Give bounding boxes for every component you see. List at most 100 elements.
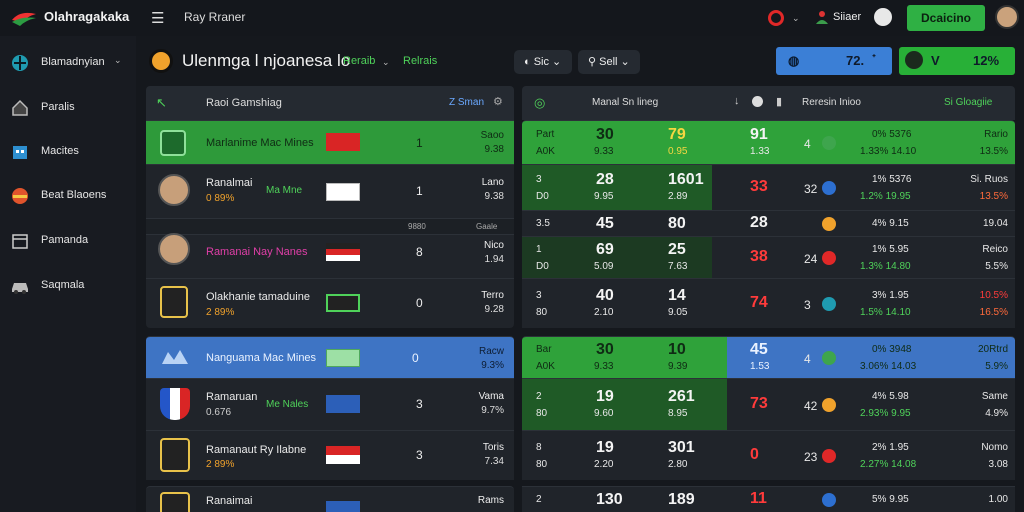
odds-row[interactable]: 1 D0 69 5.09 25 7.63 38 24 1% 5.95 1.3% 14.80 Reic…: [522, 236, 1015, 278]
odds-count[interactable]: 23: [804, 450, 818, 464]
odds-range[interactable]: 4% 5.98: [872, 391, 909, 402]
odds-value[interactable]: 45: [750, 341, 768, 358]
filter-pill-1[interactable]: ◐ Sic ⌄: [514, 50, 572, 74]
odds-total[interactable]: 10.5%: [979, 290, 1008, 301]
sidebar-item-1[interactable]: Paralis: [10, 97, 130, 119]
odds-total[interactable]: Nomo: [981, 442, 1008, 453]
odds-range-sub[interactable]: 1.3% 14.80: [860, 261, 911, 272]
odds-sub[interactable]: 9.39: [668, 361, 688, 372]
table-row[interactable]: Ramanai Nay Nanes 8 Nico 1.94: [146, 233, 514, 278]
odds-sub[interactable]: 2.89: [668, 191, 688, 202]
odds-chip-green[interactable]: V 12%: [899, 47, 1015, 75]
odds-total[interactable]: 1.00: [988, 494, 1008, 505]
odds-range-sub[interactable]: 2.93% 9.95: [860, 408, 911, 419]
odds-sub[interactable]: 80: [536, 307, 548, 318]
odds-count[interactable]: 3: [804, 298, 811, 312]
odds-total-sub[interactable]: 3.08: [988, 459, 1008, 470]
odds-count[interactable]: 32: [804, 182, 818, 196]
odds-value[interactable]: 33: [750, 178, 768, 195]
odds-label[interactable]: 2: [536, 494, 542, 505]
odds-range[interactable]: 0% 3948: [872, 344, 912, 355]
odds-range[interactable]: 1% 5.95: [872, 244, 909, 255]
odds-value[interactable]: 0: [750, 446, 759, 463]
odds-sub[interactable]: 9.60: [594, 408, 614, 419]
brand-logo[interactable]: [10, 8, 38, 28]
user-icon[interactable]: [814, 9, 830, 25]
odds-value[interactable]: 30: [596, 341, 614, 358]
odds-row[interactable]: Bar A0K 30 9.33 10 9.39 45 1.53 4 0% 3948 3.06% 14…: [522, 336, 1015, 378]
odds-value[interactable]: 19: [596, 388, 614, 405]
odds-total-sub[interactable]: 5.9%: [985, 361, 1008, 372]
top-nav-link[interactable]: Ray Rraner: [184, 10, 246, 24]
odds-sub[interactable]: 7.63: [668, 261, 688, 272]
odds-total-sub[interactable]: 4.9%: [985, 408, 1008, 419]
table-row[interactable]: Marlanime Mac Mines 1 Saoo 9.38: [146, 120, 514, 164]
odds-row[interactable]: 8 80 19 2.20 301 2.80 0 23 2% 1.95 2.27% 14.08 Nom…: [522, 430, 1015, 480]
odds-total[interactable]: Rario: [984, 129, 1008, 140]
odds-value[interactable]: 25: [668, 241, 686, 258]
odds-value[interactable]: 10: [668, 341, 686, 358]
odds-label[interactable]: Bar: [536, 344, 552, 355]
sidebar-item-4[interactable]: Pamanda: [10, 230, 130, 252]
table-row[interactable]: Ramaruan 0.676 Me Nales 3 Vama 9.7%: [146, 378, 514, 430]
odds-range[interactable]: 1% 5376: [872, 174, 912, 185]
odds-sub[interactable]: 80: [536, 459, 548, 470]
odds-sub[interactable]: A0K: [536, 361, 555, 372]
odds-sub[interactable]: 9.05: [668, 307, 688, 318]
odds-sub[interactable]: 9.33: [594, 146, 614, 157]
odds-value[interactable]: 30: [596, 126, 614, 143]
table-row[interactable]: Olakhanie tamaduine 2 89% 0 Terro 9.28: [146, 278, 514, 328]
odds-total-sub[interactable]: 13.5%: [979, 191, 1008, 202]
odds-sub[interactable]: 2.10: [594, 307, 614, 318]
chevron-down-icon[interactable]: ⌄: [114, 55, 122, 65]
odds-row[interactable]: 2 80 19 9.60 261 8.95 73 42 4% 5.98 2.93% 9.95 Sam…: [522, 378, 1015, 430]
odds-value[interactable]: 130: [596, 491, 623, 508]
odds-range[interactable]: 3% 1.95: [872, 290, 909, 301]
odds-sub[interactable]: 80: [536, 408, 548, 419]
odds-range-sub[interactable]: 3.06% 14.03: [860, 361, 917, 372]
odds-range[interactable]: 0% 5376: [872, 129, 912, 140]
filter-icon[interactable]: ▮: [776, 96, 783, 108]
menu-icon[interactable]: ☰: [151, 10, 165, 27]
odds-count[interactable]: 42: [804, 399, 818, 413]
event-subtitle-2[interactable]: Relrais: [403, 55, 438, 67]
odds-range[interactable]: 5% 9.95: [872, 494, 909, 505]
live-record-icon[interactable]: [768, 10, 784, 26]
odds-sub[interactable]: 2.20: [594, 459, 614, 470]
odds-value[interactable]: 69: [596, 241, 614, 258]
odds-value[interactable]: 80: [668, 215, 686, 232]
odds-total[interactable]: 20Rtrd: [977, 344, 1008, 355]
odds-sub[interactable]: A0K: [536, 146, 555, 157]
table-row[interactable]: Ranalmai 0 89% Ma Mne 1 Lano 9.38: [146, 164, 514, 218]
odds-sub[interactable]: 0.95: [668, 146, 688, 157]
username[interactable]: Siiaer: [833, 11, 862, 23]
info-icon[interactable]: [752, 96, 763, 107]
odds-row[interactable]: 2 130 189 11 5% 9.95 1.00: [522, 486, 1015, 512]
odds-count[interactable]: 4: [804, 137, 811, 151]
odds-range[interactable]: 2% 1.95: [872, 442, 909, 453]
event-subtitle[interactable]: Reraib: [343, 55, 376, 67]
odds-sub[interactable]: 5.09: [594, 261, 614, 272]
odds-label[interactable]: 1: [536, 244, 542, 255]
odds-value[interactable]: 14: [668, 287, 686, 304]
odds-label[interactable]: 8: [536, 442, 542, 453]
odds-count[interactable]: 24: [804, 252, 818, 266]
avatar[interactable]: [995, 5, 1019, 29]
odds-value[interactable]: 74: [750, 294, 768, 311]
table-row[interactable]: Ranaimai Rams: [146, 486, 514, 512]
odds-value[interactable]: 28: [596, 171, 614, 188]
odds-range-sub[interactable]: 1.33% 14.10: [860, 146, 917, 157]
odds-label[interactable]: 3: [536, 174, 542, 185]
table-row[interactable]: Nanguama Mac Mines 0 Racw 9.3%: [146, 336, 514, 378]
odds-row[interactable]: Part A0K 30 9.33 79 0.95 91 1.33 4 0% 5376 1.33% 1…: [522, 120, 1015, 164]
table-row[interactable]: Ramanaut Ry Ilabne 2 89% 3 Toris 7.34: [146, 430, 514, 480]
odds-total[interactable]: Si. Ruos: [970, 174, 1008, 185]
odds-chip-blue[interactable]: ◍ 72. ᐩ: [776, 47, 892, 75]
sort-down-icon[interactable]: ↓: [734, 95, 740, 107]
panel-action[interactable]: Si Gloagiie: [944, 97, 993, 108]
odds-value[interactable]: 73: [750, 395, 768, 412]
odds-sub[interactable]: 9.95: [594, 191, 614, 202]
odds-value[interactable]: 91: [750, 126, 768, 143]
odds-count[interactable]: 4: [804, 352, 811, 366]
sidebar-item-3[interactable]: Beat Blaoens: [10, 185, 130, 207]
